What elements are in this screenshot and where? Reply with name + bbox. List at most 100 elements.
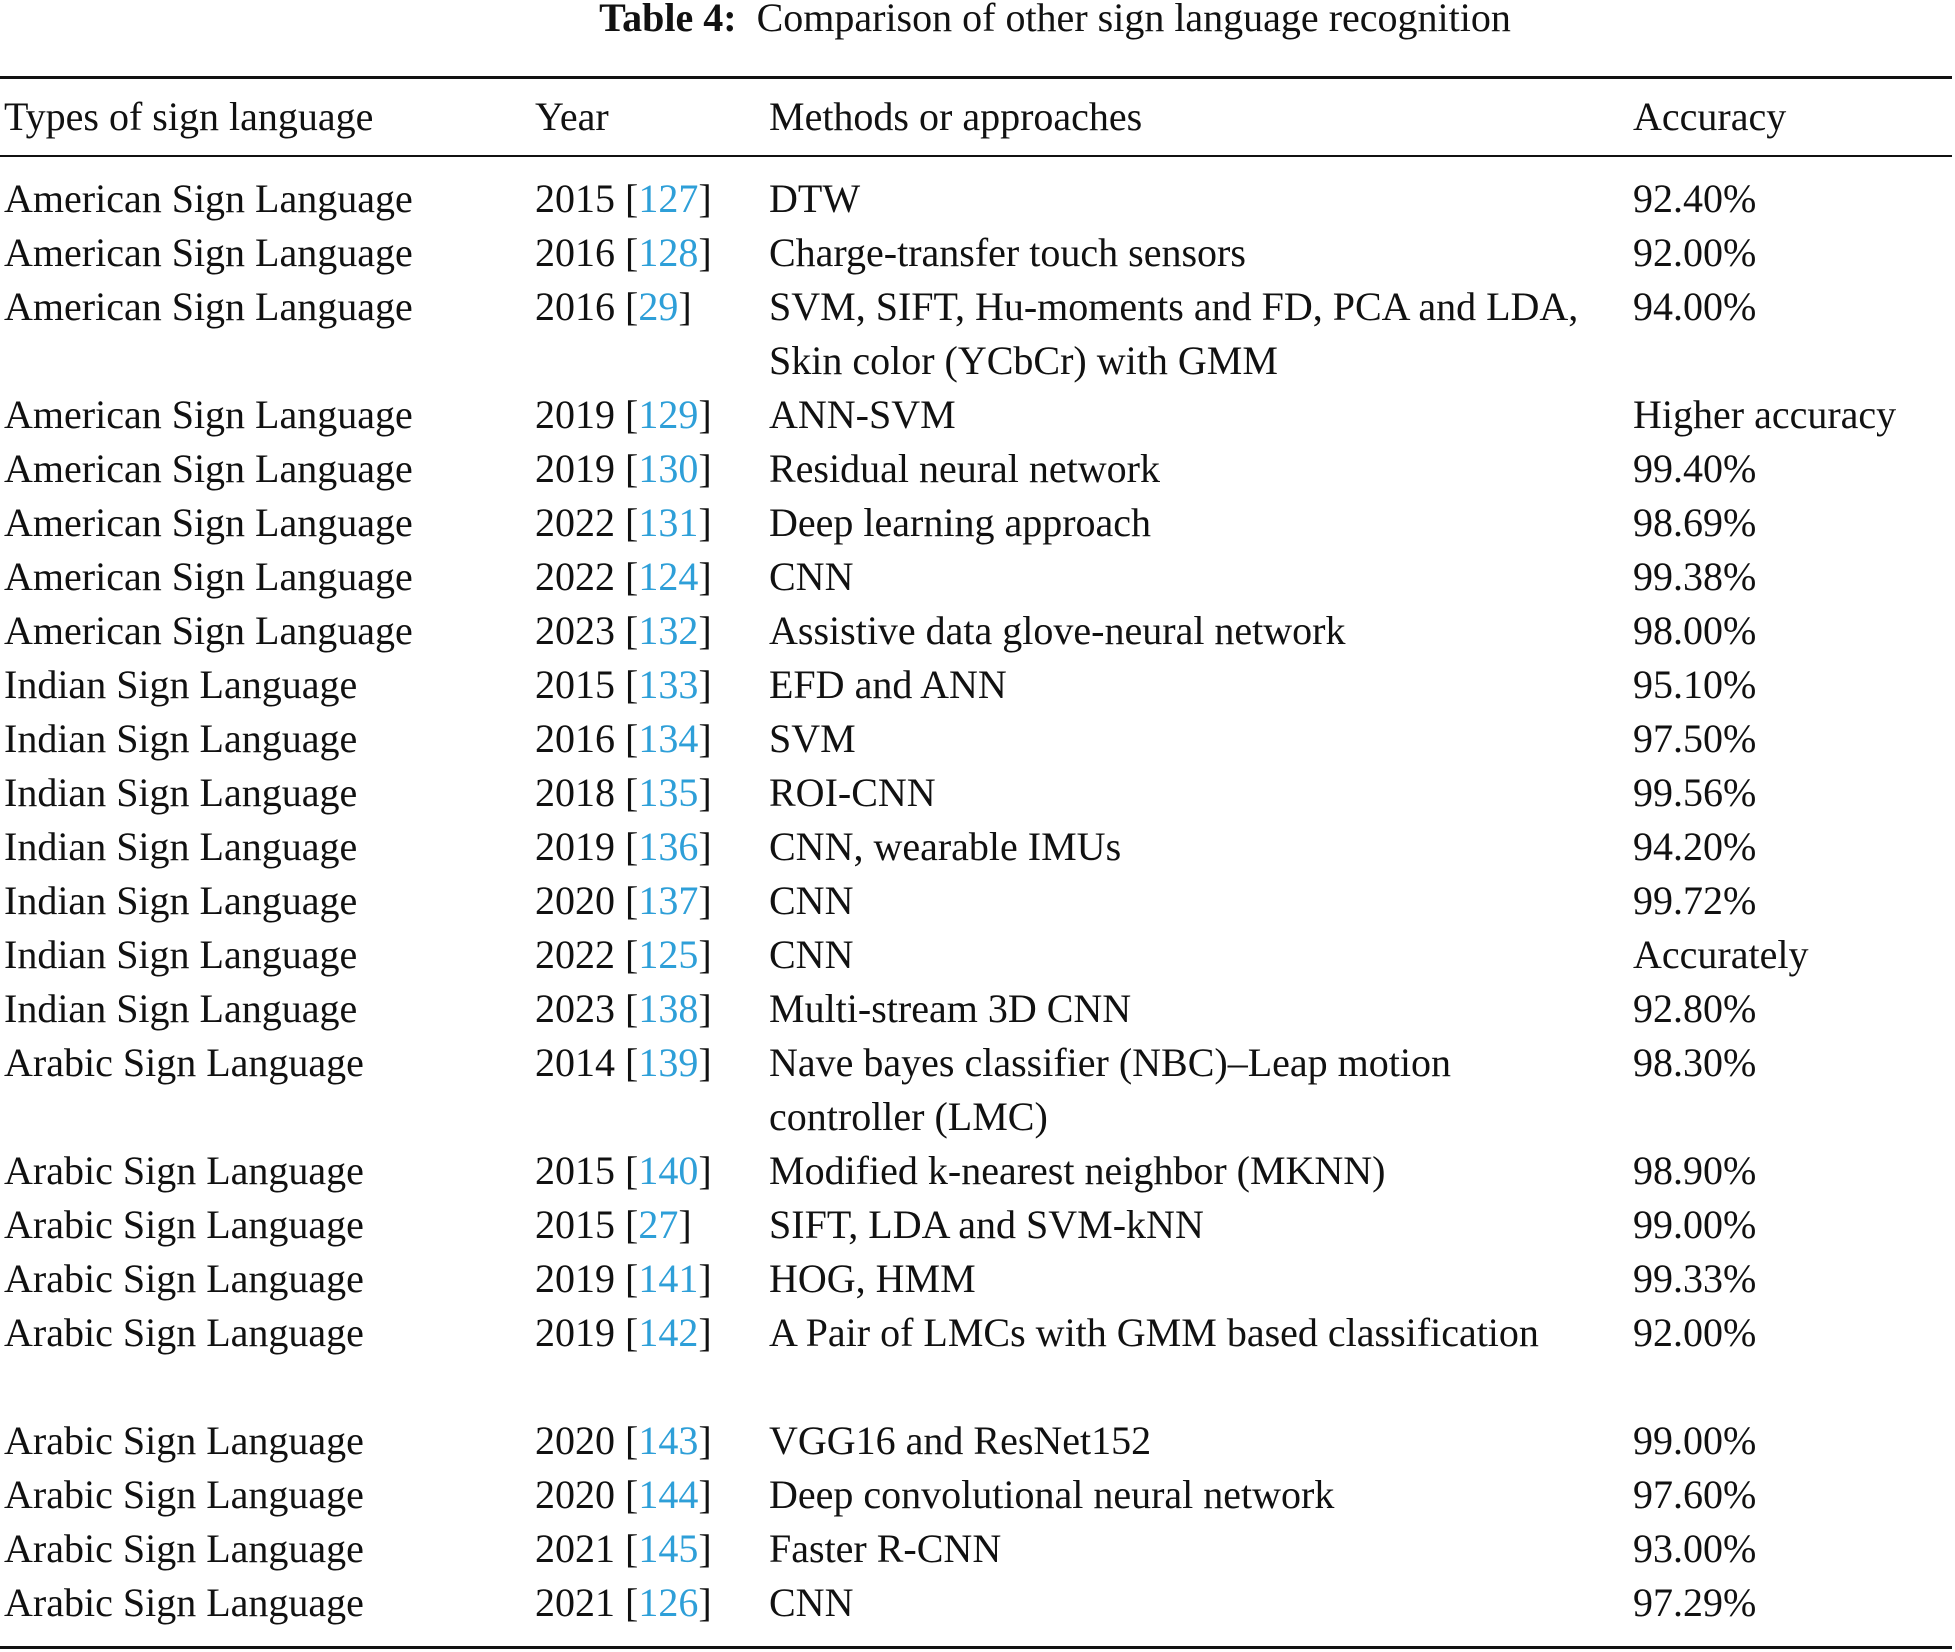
cell-type: Indian Sign Language [4,932,358,977]
cell-accuracy: Higher accuracy [1633,392,1897,437]
table-body: American Sign Language 2015 [127] DTW 92.40… [0,172,1955,1630]
year-value: 2015 [535,662,615,707]
year-value: 2022 [535,500,615,545]
table-row: Indian Sign Language 2016 [134] SVM 97.50% [0,712,1955,766]
year-value: 2021 [535,1526,615,1571]
year-value: 2023 [535,986,615,1031]
cell-accuracy: 99.00% [1633,1202,1757,1247]
year-value: 2020 [535,1472,615,1517]
cell-accuracy: 99.33% [1633,1256,1757,1301]
cell-type: Arabic Sign Language [4,1256,364,1301]
header-accuracy: Accuracy [1633,94,1787,139]
citation-link[interactable]: 135 [638,770,699,815]
citation-link[interactable]: 137 [638,878,699,923]
cell-year: 2016 [29] [535,284,692,329]
cell-accuracy: 92.00% [1633,230,1757,275]
citation-link[interactable]: 129 [638,392,699,437]
table-row: Arabic Sign Language 2021 [145] Faster R-C… [0,1522,1955,1576]
citation-link[interactable]: 132 [638,608,699,653]
cell-method: ANN-SVM [769,392,956,437]
citation-link[interactable]: 143 [638,1418,699,1463]
table-row: American Sign Language 2022 [124] CNN 99.38… [0,550,1955,604]
cell-year: 2019 [142] [535,1310,712,1355]
citation-link[interactable]: 142 [638,1310,699,1355]
citation-link[interactable]: 134 [638,716,699,761]
year-value: 2016 [535,716,615,761]
cell-type: American Sign Language [4,608,413,653]
table-row: Arabic Sign Language 2019 [142] A Pair of … [0,1306,1955,1414]
cell-type: American Sign Language [4,554,413,599]
cell-method: Charge-transfer touch sensors [769,230,1246,275]
cell-method: Deep learning approach [769,500,1152,545]
citation-link[interactable]: 145 [638,1526,699,1571]
cell-method: ROI-CNN [769,770,936,815]
citation-link[interactable]: 128 [638,230,699,275]
citation-link[interactable]: 144 [638,1472,699,1517]
cell-method: VGG16 and ResNet152 [769,1418,1152,1463]
table-row: American Sign Language 2019 [130] Residual… [0,442,1955,496]
citation-link[interactable]: 139 [638,1040,699,1085]
cell-method: Residual neural network [769,446,1160,491]
cell-year: 2015 [127] [535,176,712,221]
table-row: Arabic Sign Language 2020 [143] VGG16 and … [0,1414,1955,1468]
year-value: 2019 [535,446,615,491]
cell-accuracy: 98.90% [1633,1148,1757,1193]
table-row: Arabic Sign Language 2020 [144] Deep convo… [0,1468,1955,1522]
table-row: American Sign Language 2016 [128] Charge-t… [0,226,1955,280]
cell-accuracy: 98.69% [1633,500,1757,545]
cell-year: 2020 [143] [535,1418,712,1463]
cell-year: 2018 [135] [535,770,712,815]
cell-method: SIFT, LDA and SVM-kNN [769,1202,1204,1247]
cell-accuracy: 99.56% [1633,770,1757,815]
cell-method: Modified k-nearest neighbor (MKNN) [769,1148,1386,1193]
cell-accuracy: 99.00% [1633,1418,1757,1463]
table-row: Indian Sign Language 2019 [136] CNN, weara… [0,820,1955,874]
citation-link[interactable]: 130 [638,446,699,491]
citation-link[interactable]: 127 [638,176,699,221]
citation-link[interactable]: 141 [638,1256,699,1301]
citation-link[interactable]: 125 [638,932,699,977]
cell-method: CNN [769,554,854,599]
citation-link[interactable]: 27 [638,1202,679,1247]
table-row: Arabic Sign Language 2021 [126] CNN 97.29% [0,1576,1955,1630]
table-row: Arabic Sign Language 2014 [139] Nave bayes… [0,1036,1955,1144]
table-row: American Sign Language 2023 [132] Assistiv… [0,604,1955,658]
cell-accuracy: 98.30% [1633,1040,1757,1085]
cell-type: American Sign Language [4,284,413,329]
table-row: Indian Sign Language 2022 [125] CNN Accurat… [0,928,1955,982]
citation-link[interactable]: 133 [638,662,699,707]
cell-method: DTW [769,176,861,221]
year-value: 2019 [535,392,615,437]
cell-year: 2019 [129] [535,392,712,437]
table-row: Indian Sign Language 2020 [137] CNN 99.72% [0,874,1955,928]
cell-method: SVM [769,716,856,761]
citation-link[interactable]: 131 [638,500,699,545]
cell-accuracy: 94.20% [1633,824,1757,869]
year-value: 2014 [535,1040,615,1085]
cell-method: SVM, SIFT, Hu-moments and FD, PCA and LD… [769,284,1579,383]
cell-type: Indian Sign Language [4,824,358,869]
cell-method: Assistive data glove-neural network [769,608,1346,653]
citation-link[interactable]: 29 [638,284,679,329]
cell-year: 2019 [136] [535,824,712,869]
citation-link[interactable]: 126 [638,1580,699,1625]
cell-method: EFD and ANN [769,662,1007,707]
table-caption-label: Table 4: [599,0,737,40]
citation-link[interactable]: 124 [638,554,699,599]
cell-type: Arabic Sign Language [4,1202,364,1247]
cell-accuracy: 99.38% [1633,554,1757,599]
year-value: 2015 [535,1148,615,1193]
year-value: 2015 [535,1202,615,1247]
cell-year: 2015 [140] [535,1148,712,1193]
cell-type: Indian Sign Language [4,662,358,707]
cell-type: Indian Sign Language [4,878,358,923]
cell-accuracy: 98.00% [1633,608,1757,653]
header-rule [0,155,1952,157]
citation-link[interactable]: 140 [638,1148,699,1193]
cell-year: 2021 [126] [535,1580,712,1625]
cell-year: 2016 [134] [535,716,712,761]
cell-type: Indian Sign Language [4,986,358,1031]
citation-link[interactable]: 136 [638,824,699,869]
table-row: Arabic Sign Language 2015 [140] Modified k… [0,1144,1955,1198]
citation-link[interactable]: 138 [638,986,699,1031]
